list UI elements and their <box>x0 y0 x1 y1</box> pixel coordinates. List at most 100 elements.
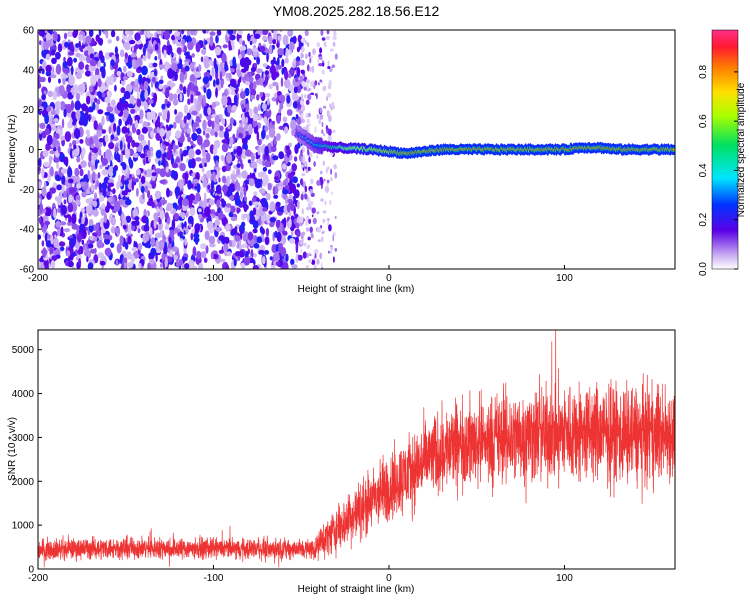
spectrogram-noise-blob <box>222 44 228 49</box>
spectrogram-noise-blob <box>334 53 338 60</box>
spectrogram-noise-blob <box>198 64 202 72</box>
spectrogram-noise-blob <box>316 258 320 265</box>
spectrogram-noise-blob <box>38 82 42 89</box>
spectrogram-noise-blob <box>267 182 272 191</box>
spectrogram-noise-blob <box>85 35 92 45</box>
spectrogram-noise-blob <box>292 176 298 184</box>
spectrogram-noise-blob <box>306 196 310 203</box>
spectrogram-noise-blob <box>52 90 57 101</box>
spectrogram-noise-blob <box>145 168 153 178</box>
spectrogram-noise-blob <box>253 201 260 206</box>
spectrogram-noise-blob <box>207 184 211 190</box>
spectrogram-noise-blob <box>114 84 117 92</box>
spectrogram-noise-blob <box>332 35 337 41</box>
spectrogram-noise-blob <box>50 49 56 56</box>
spectrogram-noise-blob <box>98 50 104 60</box>
spectrogram-noise-blob <box>141 65 148 76</box>
spectrogram-noise-blob <box>129 120 133 125</box>
spectrogram-noise-blob <box>323 178 326 182</box>
spectrogram-noise-blob <box>164 87 170 99</box>
spectrogram-noise-blob <box>316 180 321 186</box>
spectrogram-noise-blob <box>104 247 112 257</box>
spectrogram-noise-blob <box>154 190 162 199</box>
spectrogram-noise-blob <box>123 262 127 269</box>
spectrogram-noise-blob <box>90 248 97 254</box>
spectrogram-noise-blob <box>45 64 52 73</box>
spectrogram-noise-blob <box>216 155 220 160</box>
spectrogram-noise-blob <box>321 61 325 67</box>
spectrogram-noise-blob <box>322 160 325 166</box>
spectrogram-noise-blob <box>94 159 98 170</box>
spectrogram-noise-blob <box>232 56 237 67</box>
spectrogram-noise-blob <box>191 132 198 142</box>
spectrogram-noise-blob <box>68 142 73 149</box>
spectrogram-noise-blob <box>149 227 153 237</box>
spectrogram-noise-blob <box>73 128 81 139</box>
spectrogram-noise-blob <box>114 146 119 153</box>
spectrogram-noise-blob <box>184 51 190 57</box>
spectrogram-noise-blob <box>70 41 74 52</box>
spectrogram-noise-blob <box>53 237 59 249</box>
spectrogram-noise-blob <box>328 114 332 122</box>
snr-ytick-label: 3000 <box>12 433 35 444</box>
spectrogram-noise-blob <box>251 196 257 203</box>
spectrogram-noise-blob <box>114 227 121 234</box>
snr-x-axis: -200 -100 0 100 <box>28 565 573 584</box>
snr-series-line <box>38 330 675 568</box>
spectrogram-noise-blob <box>326 35 330 41</box>
spectrogram-noise-blob <box>279 102 284 110</box>
spectrogram-noise-blob <box>187 261 194 269</box>
spectrogram-noise-blob <box>176 224 181 230</box>
spectrogram-noise-blob <box>38 181 42 187</box>
spectrogram-noise-blob <box>126 233 133 238</box>
spectrogram-noise-blob <box>47 30 54 34</box>
spectrogram-noise-blob <box>296 56 301 62</box>
spectrogram-noise-blob <box>313 84 316 90</box>
spectrogram-noise-blob <box>70 65 74 76</box>
spectrogram-noise-blob <box>219 71 223 81</box>
spectrogram-noise-blob <box>198 208 202 213</box>
spectrogram-noise-blob <box>63 199 67 205</box>
spectrogram-noise-blob <box>46 134 53 146</box>
spectrogram-noise-blob <box>143 80 149 91</box>
spectrogram-noise-blob <box>47 90 53 98</box>
spectrogram-noise-blob <box>81 216 84 225</box>
spectrogram-noise-blob <box>72 149 78 158</box>
spectrogram-noise-blob <box>181 39 186 46</box>
spectrogram-noise-blob <box>293 189 300 199</box>
spectrogram-noise-blob <box>82 115 88 127</box>
spectrogram-noise-blob <box>131 255 135 263</box>
spectrogram-noise-blob <box>237 30 243 36</box>
spectrogram-noise-blob <box>127 142 131 150</box>
spectrogram-noise-blob <box>267 169 272 175</box>
spectrogram-noise-blob <box>119 140 123 151</box>
spectrogram-noise-blob <box>68 214 72 224</box>
spectrogram-noise-blob <box>113 200 121 212</box>
spectrogram-noise-blob <box>269 201 276 212</box>
spectrogram-noise-blob <box>101 169 109 176</box>
spectrogram-noise-blob <box>309 206 312 210</box>
spectrogram-noise-blob <box>261 35 268 41</box>
spectrogram-noise-blob <box>56 184 62 191</box>
spectrogram-noise-blob <box>268 127 276 138</box>
spectrogram-noise-blob <box>301 93 304 101</box>
spectrogram-noise-blob <box>266 214 271 224</box>
spectrogram-noise-blob <box>173 121 177 129</box>
spectrogram-noise-blob <box>49 74 57 79</box>
spectrogram-noise-blob <box>208 60 214 66</box>
spectrogram-noise-blob <box>304 30 309 37</box>
spectrogram-noise-blob <box>307 112 311 118</box>
spectrogram-noise-blob <box>63 108 67 118</box>
spectrogram-noise-blob <box>96 129 103 137</box>
spectrogram-noise-blob <box>325 125 329 131</box>
spectrogram-noise-blob <box>116 101 123 111</box>
spectrogram-noise-blob <box>177 204 182 211</box>
spectrogram-noise-blob <box>154 119 161 130</box>
spectrogram-noise-blob <box>53 118 59 123</box>
spectrogram-noise-blob <box>136 128 141 136</box>
spectrogram-noise-blob <box>247 159 252 164</box>
spectrogram-noise-blob <box>300 149 303 154</box>
spectrogram-noise-blob <box>221 95 228 106</box>
spectrogram-noise-blob <box>164 257 168 268</box>
spectrogram-noise-blob <box>143 101 148 111</box>
